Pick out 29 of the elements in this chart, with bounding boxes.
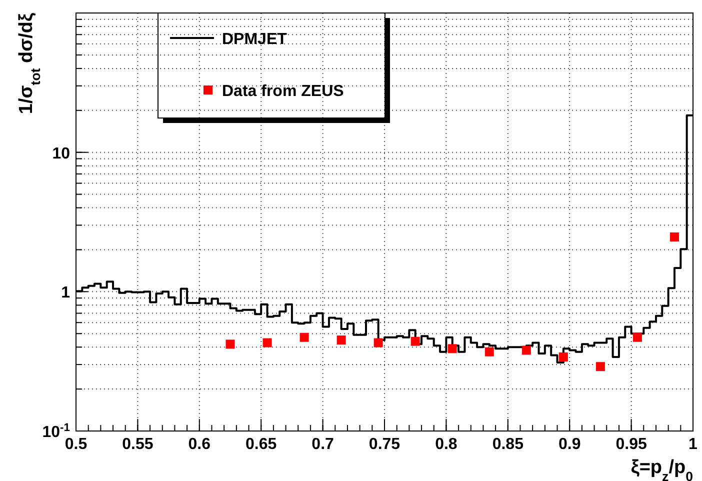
point — [226, 340, 235, 349]
x-tick-label: 0.8 — [435, 436, 458, 453]
legend-label: Data from ZEUS — [222, 83, 344, 100]
x-axis-title: ξ=p$_{z}$/p$_{0}$ — [630, 457, 693, 481]
x-tick-label: 0.9 — [558, 436, 581, 453]
point — [410, 336, 420, 346]
point — [262, 338, 272, 348]
point — [374, 338, 383, 348]
point — [558, 352, 568, 362]
x-tick-label: 1 — [688, 436, 698, 453]
x-tick-label: 0.75 — [368, 436, 400, 453]
point — [596, 362, 605, 372]
point — [448, 344, 457, 354]
point — [300, 332, 309, 342]
legend-label: DPMJET — [222, 31, 288, 48]
point — [522, 346, 531, 355]
y-tick-label: 1 — [61, 284, 70, 302]
x-tick-label: 0.6 — [188, 436, 211, 453]
x-tick-label: 0.85 — [492, 436, 524, 453]
point — [670, 232, 679, 242]
x-tick-label: 0.65 — [246, 436, 277, 453]
point — [632, 332, 642, 342]
x-tick-label: 0.55 — [122, 436, 154, 453]
x-tick-label: 0.7 — [312, 436, 334, 453]
x-tick-label: 0.5 — [64, 436, 88, 453]
point — [484, 347, 494, 356]
x-tick-label: 0.95 — [616, 436, 647, 453]
point — [336, 335, 346, 344]
y-tick-label: 10 — [52, 145, 70, 162]
